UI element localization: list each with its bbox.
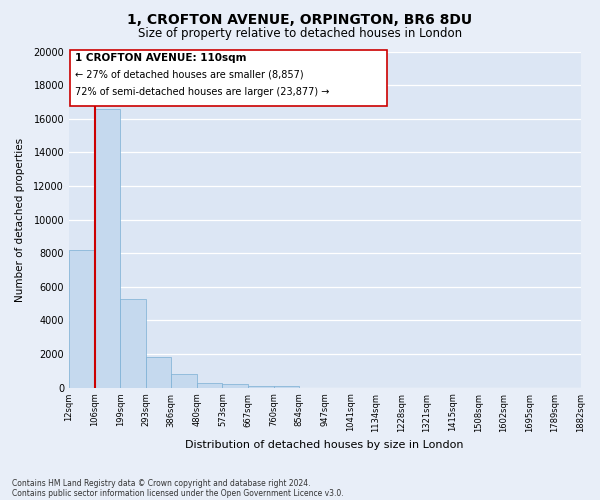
Text: Size of property relative to detached houses in London: Size of property relative to detached ho… (138, 28, 462, 40)
Text: Contains public sector information licensed under the Open Government Licence v3: Contains public sector information licen… (12, 488, 344, 498)
Bar (120, 298, 146, 388)
Bar (69, 250, 95, 388)
Bar (248, 386, 274, 388)
Text: 1, CROFTON AVENUE, ORPINGTON, BR6 8DU: 1, CROFTON AVENUE, ORPINGTON, BR6 8DU (127, 12, 473, 26)
FancyBboxPatch shape (70, 50, 388, 106)
Bar (95, 108, 120, 388)
Bar (197, 382, 223, 388)
Bar (171, 374, 197, 388)
Text: 72% of semi-detached houses are larger (23,877) →: 72% of semi-detached houses are larger (… (76, 87, 330, 97)
Text: ← 27% of detached houses are smaller (8,857): ← 27% of detached houses are smaller (8,… (76, 70, 304, 80)
Y-axis label: Number of detached properties: Number of detached properties (15, 138, 25, 302)
Bar (274, 386, 299, 388)
Text: Contains HM Land Registry data © Crown copyright and database right 2024.: Contains HM Land Registry data © Crown c… (12, 478, 311, 488)
Bar (223, 384, 248, 388)
Text: 1 CROFTON AVENUE: 110sqm: 1 CROFTON AVENUE: 110sqm (76, 53, 247, 63)
X-axis label: Distribution of detached houses by size in London: Distribution of detached houses by size … (185, 440, 464, 450)
Bar (146, 356, 171, 388)
